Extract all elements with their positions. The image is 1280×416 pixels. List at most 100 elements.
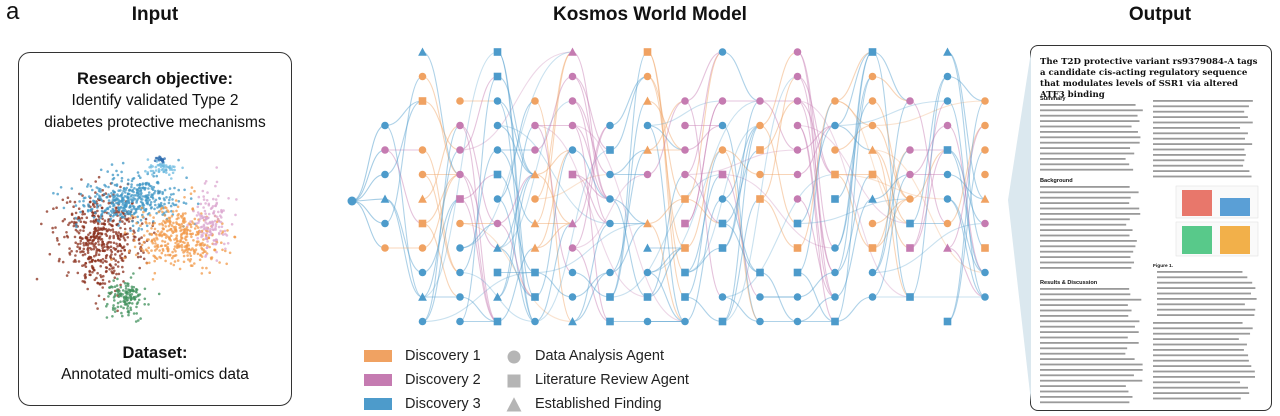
cell-dot <box>148 232 152 236</box>
cell-dot <box>97 243 101 246</box>
edge <box>684 198 723 323</box>
cell-dot <box>153 249 157 252</box>
agent-node <box>906 219 914 228</box>
cell-dot <box>89 273 92 277</box>
cell-dot <box>126 304 130 308</box>
cell-dot <box>175 209 178 213</box>
edge <box>909 75 948 225</box>
edge <box>722 149 761 323</box>
cell-dot <box>167 201 171 205</box>
cell-dot <box>196 211 200 214</box>
cell-dot <box>201 189 205 193</box>
edge <box>459 222 573 323</box>
cell-dot <box>83 280 86 283</box>
cell-dot <box>112 236 115 240</box>
cell-dot <box>130 185 133 189</box>
cell-dot <box>61 260 65 264</box>
agent-node <box>756 170 764 179</box>
cell-dot <box>181 212 185 215</box>
cell-dot <box>113 299 116 302</box>
agent-node <box>681 317 689 326</box>
edge <box>647 100 686 151</box>
cell-dot <box>196 202 200 206</box>
cell-dot <box>140 222 144 225</box>
agent-node <box>943 170 952 179</box>
cell-dot <box>108 205 112 208</box>
cell-dot <box>183 196 186 199</box>
cell-dot <box>91 235 95 238</box>
cell-dot <box>157 210 160 214</box>
agent-node <box>381 244 389 252</box>
cell-dot <box>186 250 189 254</box>
agent-node <box>831 268 839 277</box>
cell-dot <box>82 203 85 207</box>
agent-node <box>981 97 989 105</box>
cell-dot <box>76 245 79 249</box>
edge <box>459 173 498 200</box>
cell-dot <box>158 197 162 200</box>
cell-dot <box>122 189 125 193</box>
edge <box>422 51 461 176</box>
edge <box>497 75 536 176</box>
edge <box>647 173 686 298</box>
output-title: Output <box>1128 4 1192 25</box>
cell-dot <box>165 218 168 222</box>
agent-node <box>643 48 652 56</box>
cell-dot <box>184 202 188 205</box>
cell-dot <box>131 204 135 208</box>
edge <box>384 124 423 298</box>
figure-bar <box>1220 226 1250 254</box>
cell-dot <box>196 252 200 256</box>
agent-node <box>493 146 502 154</box>
agent-node <box>831 121 839 130</box>
cell-dot <box>86 185 89 188</box>
cell-dot <box>82 225 86 228</box>
text-line <box>1157 298 1257 300</box>
cell-dot <box>97 175 101 179</box>
cell-dot <box>140 236 143 239</box>
cell-dot <box>65 234 69 238</box>
text-line <box>1040 120 1140 122</box>
cell-dot <box>92 216 96 219</box>
edge <box>947 149 986 274</box>
cell-dot <box>65 274 69 277</box>
cell-dot <box>119 292 122 296</box>
cell-dot <box>79 242 82 245</box>
cell-dot <box>113 190 116 194</box>
dataset-heading: Dataset: <box>122 344 188 362</box>
cell-dot <box>78 200 81 203</box>
edge <box>647 124 686 323</box>
cell-dot <box>126 243 129 246</box>
cell-dot <box>96 209 99 213</box>
cell-dot <box>182 260 186 264</box>
cell-dot <box>154 242 157 245</box>
cell-dot <box>185 244 189 247</box>
agent-node <box>568 293 577 301</box>
edge <box>872 100 986 127</box>
edge <box>647 100 686 176</box>
edge <box>422 173 461 225</box>
cell-dot <box>162 197 166 200</box>
cell-dot <box>95 248 99 251</box>
text-line <box>1040 352 1126 355</box>
agent-node <box>418 194 427 203</box>
edge <box>534 173 611 200</box>
cell-dot <box>101 258 105 261</box>
cell-dot <box>218 261 221 264</box>
agent-node <box>531 97 539 105</box>
cell-dot <box>103 223 106 226</box>
cell-dot <box>108 195 112 198</box>
legend-label: Data Analysis Agent <box>535 348 664 364</box>
edge <box>497 247 536 323</box>
edge <box>647 51 686 274</box>
cell-dot <box>176 259 180 262</box>
cell-dot <box>52 207 55 210</box>
cell-dot <box>127 313 130 317</box>
cell-dot <box>96 281 100 285</box>
cell-dot <box>149 169 153 173</box>
agent-node <box>380 194 390 203</box>
agent-node <box>981 219 989 228</box>
cell-dot <box>146 171 150 174</box>
cell-dot <box>153 189 157 193</box>
edge <box>647 75 686 200</box>
